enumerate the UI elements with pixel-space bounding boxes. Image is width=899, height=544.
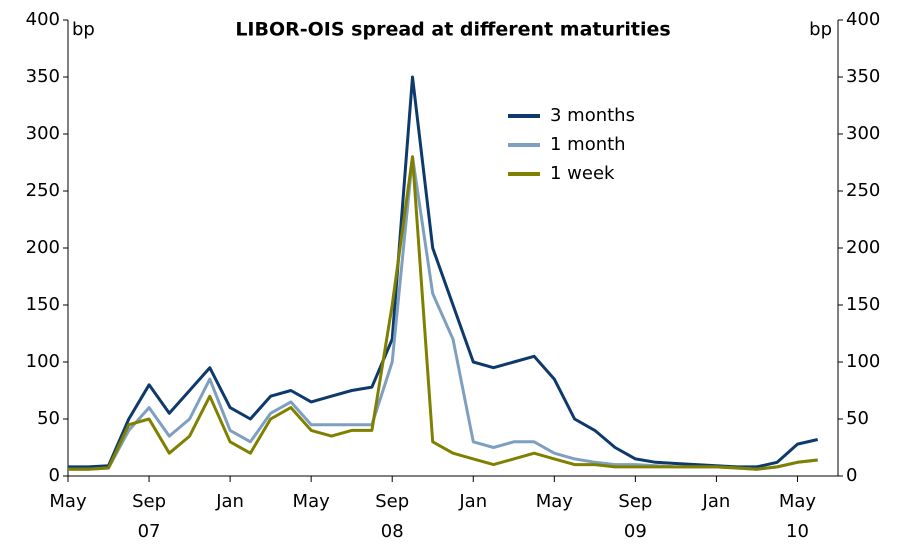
x-tick-label: May (536, 491, 574, 512)
series-line (68, 155, 818, 471)
y-tick-label: 50 (37, 408, 60, 429)
y2-tick-label: 150 (846, 294, 880, 315)
legend-label: 1 week (550, 163, 615, 184)
y-tick-label: 350 (26, 66, 60, 87)
legend-label: 3 months (550, 105, 635, 126)
x-tick-label: May (49, 491, 87, 512)
x-tick-label: Sep (618, 491, 652, 512)
x-tick-label: Sep (132, 491, 166, 512)
y2-unit-label: bp (809, 19, 832, 40)
series-line (68, 155, 818, 471)
y-unit-label: bp (72, 19, 95, 40)
y2-tick-label: 100 (846, 351, 880, 372)
legend-label: 1 month (550, 134, 626, 155)
y2-tick-label: 250 (846, 180, 880, 201)
x-tick-label: Jan (215, 491, 244, 512)
y-tick-label: 0 (49, 465, 60, 486)
year-label: 08 (381, 521, 404, 542)
year-label: 09 (624, 521, 647, 542)
series-line (68, 75, 819, 469)
y2-tick-label: 0 (846, 465, 857, 486)
y2-tick-label: 300 (846, 123, 880, 144)
y2-tick-label: 400 (846, 9, 880, 30)
y-tick-label: 250 (26, 180, 60, 201)
year-label: 07 (138, 521, 161, 542)
y-tick-label: 100 (26, 351, 60, 372)
y-tick-label: 150 (26, 294, 60, 315)
x-tick-label: May (779, 491, 817, 512)
y2-tick-label: 50 (846, 408, 869, 429)
y-tick-label: 200 (26, 237, 60, 258)
y-tick-label: 300 (26, 123, 60, 144)
x-tick-label: May (293, 491, 331, 512)
y-tick-label: 400 (26, 9, 60, 30)
x-tick-label: Jan (702, 491, 731, 512)
y2-tick-label: 350 (846, 66, 880, 87)
y2-tick-label: 200 (846, 237, 880, 258)
year-label: 10 (786, 521, 809, 542)
x-tick-label: Jan (458, 491, 487, 512)
x-tick-label: Sep (375, 491, 409, 512)
chart-title: LIBOR-OIS spread at different maturities (235, 19, 670, 41)
